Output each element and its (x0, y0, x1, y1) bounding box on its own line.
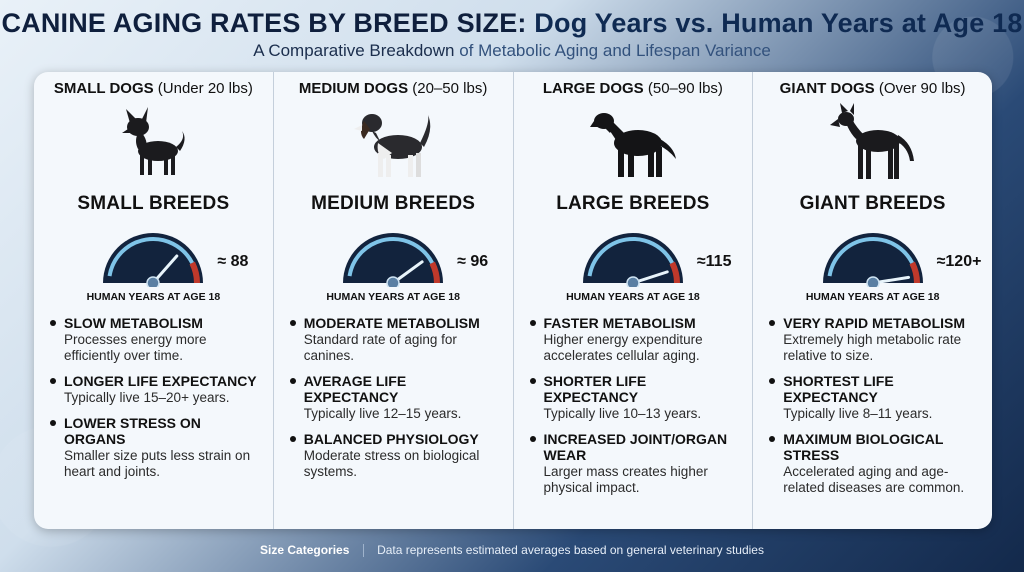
bullet-item: FASTER METABOLISM Higher energy expenditu… (528, 315, 739, 364)
gauge-caption: HUMAN YEARS AT AGE 18 (805, 291, 940, 303)
column-large: LARGE DOGS (50–90 lbs) LARGE BREEDS ≈115 H… (512, 72, 753, 529)
gauge-value: ≈ 96 (457, 253, 489, 270)
bullet-list: MODERATE METABOLISM Standard rate of agin… (288, 315, 499, 480)
size-category-heading: MEDIUM DOGS (20–50 lbs) (288, 80, 499, 97)
bullet-text: Processes energy more efficiently over t… (64, 332, 207, 363)
bullet-text: Typically live 12–15 years. (303, 406, 462, 421)
column-small: SMALL DOGS (Under 20 lbs) SMALL BREEDS ≈ … (34, 72, 273, 529)
bullet-title: LOWER STRESS ON ORGANS (48, 415, 259, 447)
comparison-panel: SMALL DOGS (Under 20 lbs) SMALL BREEDS ≈ … (34, 72, 992, 529)
subtitle-part-2: of Metabolic Aging and Lifespan Variance (459, 41, 771, 60)
bullet-title: MAXIMUM BIOLOGICAL STRESS (767, 431, 978, 463)
gauge-caption: HUMAN YEARS AT AGE 18 (566, 291, 700, 303)
speedometer-icon (582, 233, 683, 287)
bullet-title: SHORTER LIFE EXPECTANCY (528, 373, 739, 405)
size-weight-range: (20–50 lbs) (412, 80, 488, 97)
gauge-value: ≈120+ (936, 253, 982, 270)
footer: Size Categories Data represents estimate… (0, 543, 1024, 558)
bullet-title: SLOW METABOLISM (48, 315, 259, 331)
bullet-item: SHORTER LIFE EXPECTANCY Typically live 10… (528, 373, 739, 422)
size-category-name: GIANT DOGS (779, 80, 875, 97)
bullet-text: Moderate stress on biological systems. (303, 448, 480, 479)
size-category-heading: LARGE DOGS (50–90 lbs) (528, 80, 739, 97)
bullet-text: Typically live 15–20+ years. (64, 390, 230, 405)
size-category-name: LARGE DOGS (542, 80, 644, 97)
title-part-1: CANINE AGING RATES BY BREED SIZE: (1, 8, 527, 38)
bullet-title: SHORTEST LIFE EXPECTANCY (767, 373, 978, 405)
speedometer-icon (343, 233, 444, 287)
bullet-list: VERY RAPID METABOLISM Extremely high meta… (767, 315, 978, 496)
bullet-item: AVERAGE LIFE EXPECTANCY Typically live 12… (288, 373, 499, 422)
beagle-icon (354, 114, 431, 177)
subtitle-part-1: A Comparative Breakdown (253, 41, 455, 60)
chihuahua-icon (122, 107, 185, 175)
breed-label: SMALL BREEDS (77, 193, 230, 214)
column-medium: MEDIUM DOGS (20–50 lbs) MEDIUM BREEDS ≈ 9… (272, 72, 513, 529)
bullet-title: VERY RAPID METABOLISM (767, 315, 978, 331)
footer-divider (362, 544, 364, 558)
bullet-item: MODERATE METABOLISM Standard rate of agin… (288, 315, 499, 364)
speedometer-icon (822, 233, 923, 287)
bullet-text: Accelerated aging and age-related diseas… (783, 464, 965, 495)
labrador-icon (589, 113, 676, 177)
gauge-value: ≈ 88 (217, 253, 249, 270)
breed-label: GIANT BREEDS (799, 193, 946, 214)
title-part-2: Dog Years vs. Human Years at Age 18 (534, 8, 1023, 38)
size-weight-range: (Under 20 lbs) (157, 80, 253, 97)
size-category-name: SMALL DOGS (53, 80, 154, 97)
bullet-title: INCREASED JOINT/ORGAN WEAR (528, 431, 739, 463)
bullet-title: AVERAGE LIFE EXPECTANCY (288, 373, 499, 405)
bullet-text: Typically live 8–11 years. (783, 406, 933, 421)
bullet-item: LONGER LIFE EXPECTANCY Typically live 15–… (48, 373, 259, 406)
bullet-list: FASTER METABOLISM Higher energy expenditu… (528, 315, 739, 496)
bullet-text: Typically live 10–13 years. (543, 406, 702, 421)
bullet-text: Smaller size puts less strain on heart a… (64, 448, 251, 479)
header: CANINE AGING RATES BY BREED SIZE: Dog Ye… (0, 8, 1024, 61)
gauge-value: ≈115 (696, 253, 732, 270)
breed-label: MEDIUM BREEDS (311, 193, 476, 214)
size-weight-range: (Over 90 lbs) (878, 80, 966, 97)
footer-label: Size Categories (260, 543, 350, 557)
page-title: CANINE AGING RATES BY BREED SIZE: Dog Ye… (0, 8, 1024, 39)
size-category-name: MEDIUM DOGS (298, 80, 409, 97)
gauge-caption: HUMAN YEARS AT AGE 18 (86, 291, 221, 303)
bullet-text: Extremely high metabolic rate relative t… (783, 332, 962, 363)
bullet-title: BALANCED PHYSIOLOGY (288, 431, 499, 447)
column-giant: GIANT DOGS (Over 90 lbs) GIANT BREEDS ≈12… (752, 72, 992, 529)
size-category-heading: SMALL DOGS (Under 20 lbs) (48, 80, 259, 97)
bullet-title: LONGER LIFE EXPECTANCY (48, 373, 259, 389)
bullet-item: INCREASED JOINT/ORGAN WEAR Larger mass cr… (528, 431, 739, 496)
bullet-list: SLOW METABOLISM Processes energy more eff… (48, 315, 259, 480)
breed-label: LARGE BREEDS (556, 193, 710, 214)
speedometer-icon (103, 233, 204, 287)
size-weight-range: (50–90 lbs) (647, 80, 723, 97)
gauge-caption: HUMAN YEARS AT AGE 18 (326, 291, 460, 303)
bullet-item: LOWER STRESS ON ORGANS Smaller size puts … (48, 415, 259, 480)
bullet-text: Larger mass creates higher physical impa… (543, 464, 708, 495)
bullet-item: SLOW METABOLISM Processes energy more eff… (48, 315, 259, 364)
bullet-title: MODERATE METABOLISM (288, 315, 499, 331)
size-category-heading: GIANT DOGS (Over 90 lbs) (767, 80, 978, 97)
bullet-item: BALANCED PHYSIOLOGY Moderate stress on bi… (288, 431, 499, 480)
page-subtitle: A Comparative Breakdown of Metabolic Agi… (0, 41, 1024, 61)
aging-gauge: ≈ 88 (48, 223, 259, 293)
bullet-item: SHORTEST LIFE EXPECTANCY Typically live 8… (767, 373, 978, 422)
bullet-text: Standard rate of aging for canines. (303, 332, 457, 363)
bullet-item: MAXIMUM BIOLOGICAL STRESS Accelerated agi… (767, 431, 978, 496)
aging-gauge: ≈115 (528, 223, 739, 293)
aging-gauge: ≈120+ (767, 223, 981, 293)
great-dane-icon (829, 103, 914, 179)
bullet-item: VERY RAPID METABOLISM Extremely high meta… (767, 315, 978, 364)
bullet-title: FASTER METABOLISM (528, 315, 739, 331)
bullet-text: Higher energy expenditure accelerates ce… (543, 332, 703, 363)
footer-note: Data represents estimated averages based… (377, 543, 764, 557)
aging-gauge: ≈ 96 (288, 223, 499, 293)
